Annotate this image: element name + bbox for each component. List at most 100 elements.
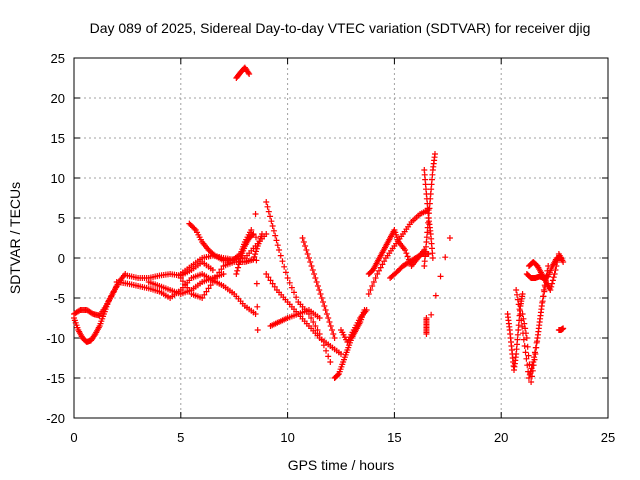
data-point <box>179 278 186 285</box>
data-point <box>218 266 225 273</box>
data-point <box>314 327 321 333</box>
series-arc15 <box>299 235 338 341</box>
data-point <box>279 258 286 265</box>
data-point <box>303 247 310 253</box>
data-point <box>286 279 293 286</box>
chart-title: Day 089 of 2025, Sidereal Day-to-day VTE… <box>90 20 591 36</box>
data-point <box>269 280 276 287</box>
data-point <box>363 307 370 313</box>
data-point <box>234 267 241 274</box>
data-point <box>307 259 314 265</box>
y-tick-label: 15 <box>51 131 65 146</box>
data-point <box>312 323 319 329</box>
data-point <box>374 271 381 277</box>
plot-frame <box>73 57 609 419</box>
data-point <box>276 247 283 253</box>
grid <box>74 58 608 418</box>
data-point <box>446 235 453 241</box>
data-point <box>277 252 284 259</box>
data-point <box>519 311 526 317</box>
x-tick-label: 15 <box>387 430 401 445</box>
data-point <box>534 338 541 345</box>
data-point <box>539 299 546 306</box>
data-point <box>291 289 298 296</box>
data-point <box>533 344 540 351</box>
data-point <box>377 264 384 271</box>
data-point <box>514 291 521 298</box>
data-point <box>314 283 321 289</box>
data-point <box>320 299 327 305</box>
data-point <box>216 269 223 276</box>
data-point <box>263 199 270 205</box>
y-tick-label: 5 <box>58 211 65 226</box>
data-point <box>272 232 279 239</box>
data-point <box>514 296 521 303</box>
data-point <box>437 273 444 280</box>
series-arc17 <box>338 307 370 345</box>
data-point <box>267 277 274 284</box>
data-point <box>549 280 556 287</box>
data-point <box>525 352 532 359</box>
series-arc23 <box>423 235 453 337</box>
x-tick-label: 25 <box>601 430 615 445</box>
y-axis-label: SDTVAR / TECUs <box>7 182 23 294</box>
data-point <box>310 319 317 325</box>
data-point <box>184 284 191 291</box>
data-point <box>519 291 526 297</box>
data-point <box>252 251 259 258</box>
data-point <box>560 259 567 265</box>
data-point <box>267 213 274 220</box>
data-point <box>540 287 547 293</box>
data-point <box>263 271 270 277</box>
data-point <box>220 271 227 277</box>
data-point <box>317 291 324 297</box>
series-arc29 <box>555 325 567 333</box>
data-point <box>308 263 315 269</box>
data-point <box>327 359 334 365</box>
series-arc24 <box>504 291 526 373</box>
data-point <box>318 295 325 301</box>
data-point <box>254 303 261 310</box>
data-point <box>534 331 541 338</box>
data-point <box>554 259 561 265</box>
data-point <box>402 247 409 253</box>
data-point <box>268 218 275 225</box>
data-point <box>540 293 547 300</box>
data-point <box>538 306 545 313</box>
data-point <box>274 242 281 249</box>
data-point <box>316 287 323 293</box>
data-point <box>535 325 542 332</box>
data-point <box>521 320 528 327</box>
data-point <box>203 288 210 295</box>
data-point <box>560 325 567 332</box>
data-point <box>513 287 520 293</box>
data-point <box>300 239 307 245</box>
data-point <box>236 258 243 265</box>
data-point <box>248 227 255 233</box>
data-point <box>305 255 312 261</box>
y-tick-label: -5 <box>53 291 65 306</box>
data-point <box>199 295 206 301</box>
data-point <box>404 253 411 260</box>
data-point <box>529 367 536 374</box>
data-point <box>531 356 538 363</box>
data-point <box>269 223 276 229</box>
data-point <box>309 267 316 273</box>
data-point <box>550 274 557 281</box>
data-point <box>207 282 214 289</box>
series-arc2 <box>71 271 129 319</box>
x-tick-label: 5 <box>177 430 184 445</box>
data-point <box>250 231 257 237</box>
data-point <box>245 69 252 76</box>
data-point <box>246 71 253 77</box>
data-point <box>299 235 306 241</box>
data-point <box>528 373 535 380</box>
y-tick-label: -20 <box>46 411 65 426</box>
data-point <box>253 280 260 287</box>
data-point <box>263 231 270 237</box>
series-arc11 <box>252 211 261 333</box>
data-point <box>335 371 342 378</box>
data-point <box>327 323 334 329</box>
data-point <box>338 351 344 357</box>
x-tick-label: 10 <box>280 430 294 445</box>
